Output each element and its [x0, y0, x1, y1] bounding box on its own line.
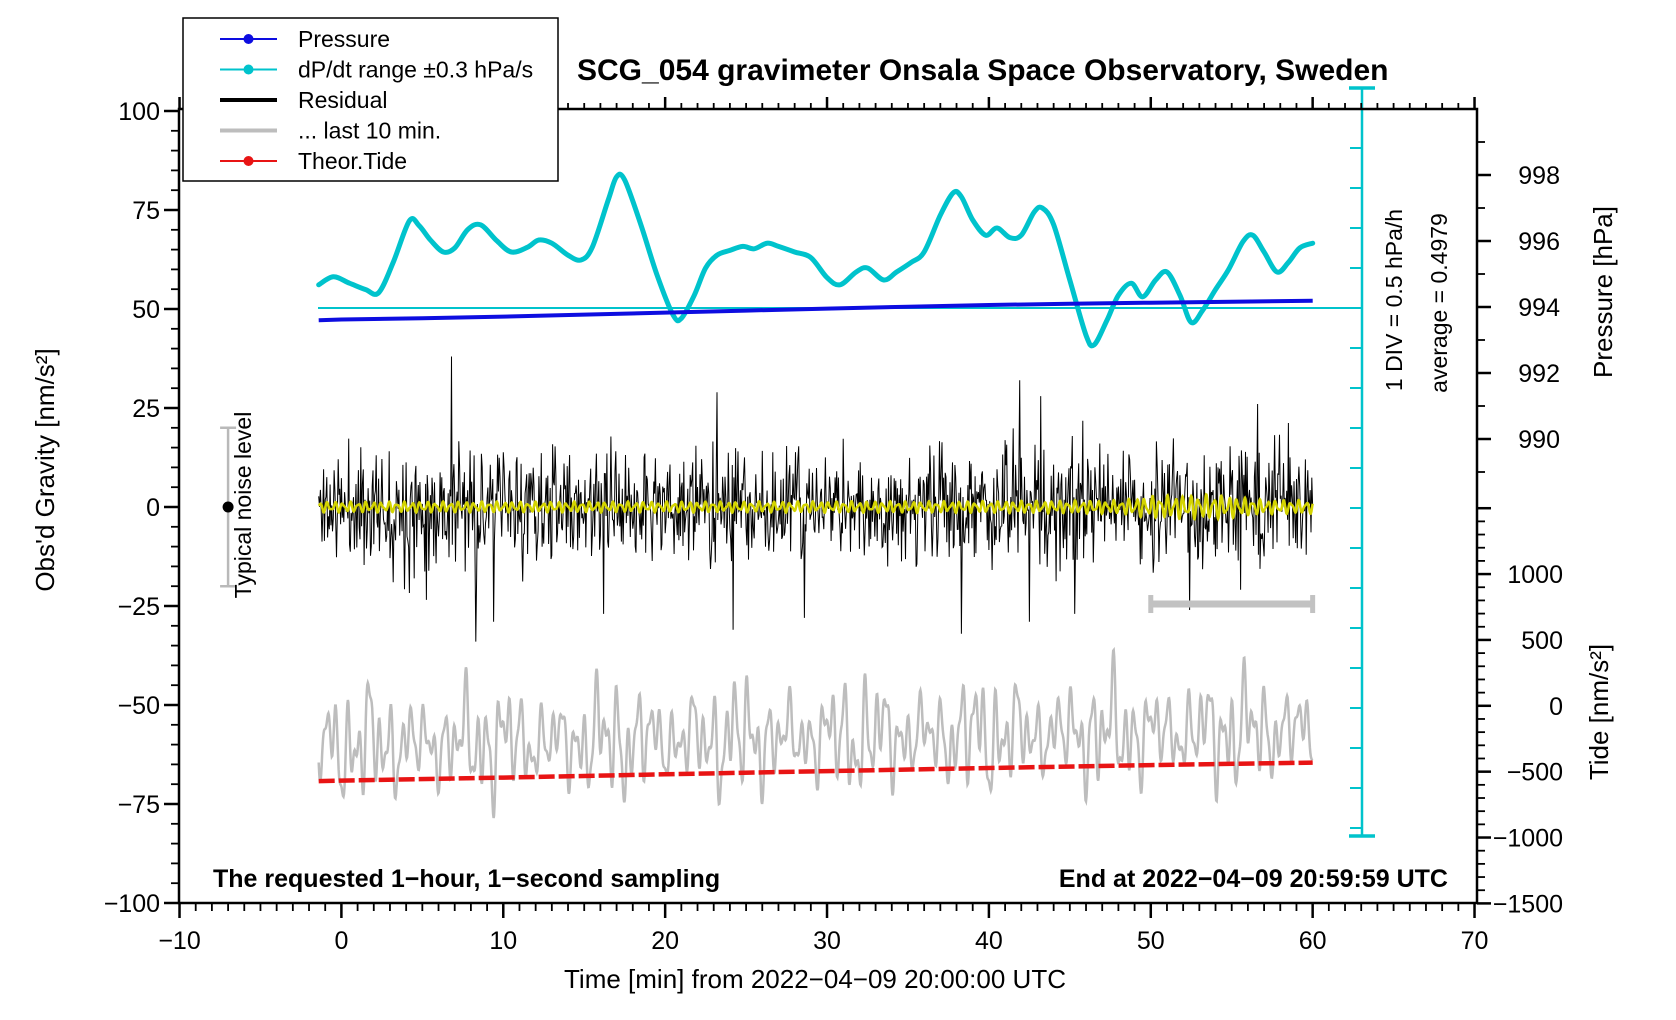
dpdt-series: [316, 171, 1316, 349]
legend-item-label: ... last 10 min.: [298, 118, 441, 144]
tide-axis-label: Tide [nm/s²]: [1584, 644, 1614, 780]
residual-smooth-series: [317, 492, 1314, 522]
noise-dot: [222, 501, 234, 513]
pressure-tick-label: 996: [1518, 228, 1560, 256]
gravity-tick-label: −50: [118, 692, 160, 720]
x-tick-label: 50: [1137, 927, 1165, 955]
gravity-tick-label: 75: [132, 197, 160, 225]
x-tick-label: 10: [489, 927, 517, 955]
legend-item-label: dP/dt range ±0.3 hPa/s: [298, 57, 533, 83]
average-label: average = 0.4979: [1426, 213, 1452, 393]
pressure-tick-label: 992: [1518, 360, 1560, 388]
gravity-tick-label: 0: [146, 494, 160, 522]
pressure-tick-label: 990: [1518, 426, 1560, 454]
x-tick-label: 0: [334, 927, 348, 955]
x-tick-label: 40: [975, 927, 1003, 955]
tide-tick-label: −1000: [1493, 825, 1563, 853]
legend-swatch-dot: [243, 156, 254, 166]
x-axis-label: Time [min] from 2022−04−09 20:00:00 UTC: [564, 964, 1066, 994]
legend-swatch-dot: [243, 34, 254, 44]
pressure-axis-label: Pressure [hPa]: [1588, 206, 1618, 378]
legend-item-label: Residual: [298, 87, 388, 113]
x-tick-label: 70: [1461, 927, 1489, 955]
pressure-tick-label: 994: [1518, 294, 1560, 322]
gravity-axis-label: Obs'd Gravity [nm/s²]: [30, 348, 60, 591]
x-tick-label: 20: [651, 927, 679, 955]
legend: Pressure dP/dt range ±0.3 hPa/s Residual..…: [182, 17, 559, 182]
last10-series: [317, 646, 1314, 819]
pressure-series: [318, 298, 1313, 323]
axes-layer: −10 0 10 20 30 40 50 60 701007550250−25−50−75−10…: [104, 97, 1563, 955]
end-time-note: End at 2022−04−09 20:59:59 UTC: [1059, 865, 1448, 893]
x-tick-label: −10: [158, 927, 200, 955]
gravity-tick-label: 25: [132, 395, 160, 423]
gravity-tick-label: −75: [118, 791, 160, 819]
gravity-tick-label: −100: [104, 890, 160, 918]
x-tick-label: 60: [1299, 927, 1327, 955]
page-title: SCG_054 gravimeter Onsala Space Observat…: [577, 54, 1389, 87]
residual-series: [318, 356, 1314, 642]
x-tick-label: 30: [813, 927, 841, 955]
gravity-tick-label: 50: [132, 296, 160, 324]
pressure-tick-label: 998: [1518, 162, 1560, 190]
div-scale-label: 1 DIV = 0.5 hPa/h: [1381, 209, 1407, 391]
series-layer: [220, 86, 1375, 838]
sampling-note: The requested 1−hour, 1−second sampling: [213, 865, 720, 893]
legend-swatch-dot: [243, 64, 254, 75]
tide-tick-label: −1500: [1493, 890, 1563, 918]
legend-item-label: Theor.Tide: [298, 148, 407, 174]
gravity-tick-label: 100: [118, 98, 160, 126]
tide-tick-label: 500: [1521, 627, 1563, 655]
legend-item-label: Pressure: [298, 26, 390, 52]
gravity-tick-label: −25: [118, 593, 160, 621]
noise-level-label: Typical noise level: [230, 412, 256, 599]
theor-tide-series: [318, 760, 1313, 784]
tide-tick-label: 0: [1549, 693, 1563, 721]
tide-tick-label: −500: [1507, 759, 1563, 787]
tide-tick-label: 1000: [1507, 561, 1563, 589]
